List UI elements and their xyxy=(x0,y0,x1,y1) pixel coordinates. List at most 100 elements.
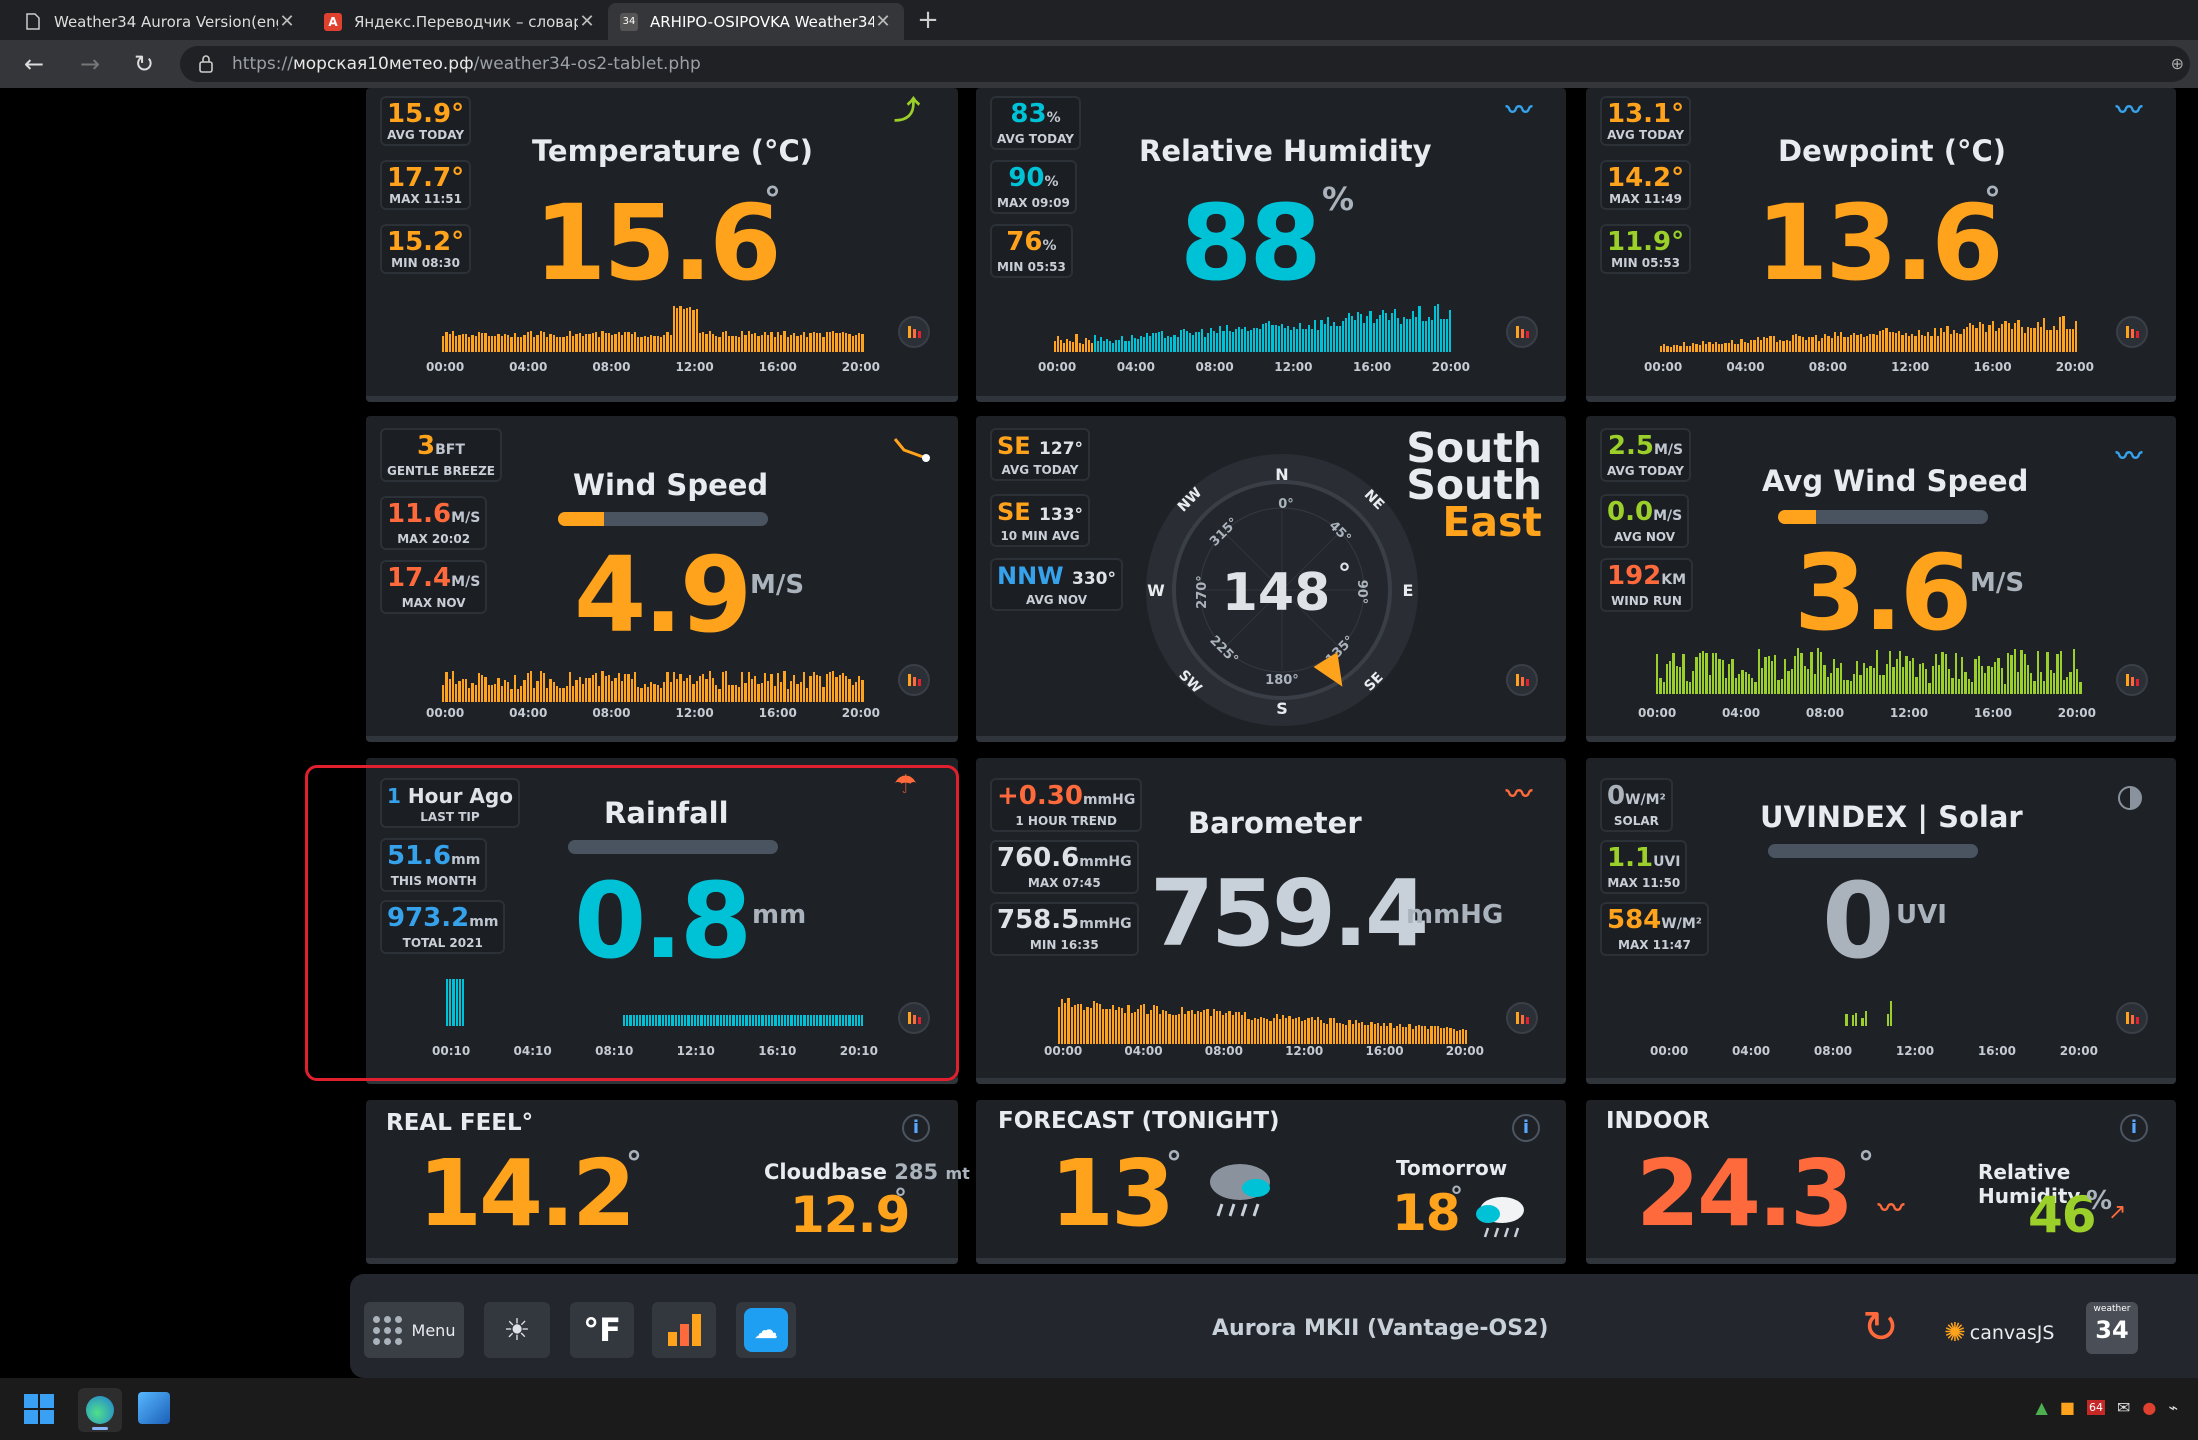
avgwind-title: Avg Wind Speed xyxy=(1762,464,2029,498)
chart-bar xyxy=(549,679,552,702)
rain-total-value: 973.2 xyxy=(387,903,470,933)
chart-bar xyxy=(1381,310,1384,352)
chart-bar xyxy=(536,334,539,352)
chart-bar xyxy=(1145,332,1148,352)
tab-yandex-translate[interactable]: A Яндекс.Переводчик – словарь и ✕ xyxy=(312,3,608,40)
chart-bar xyxy=(1360,314,1363,352)
chart-bar xyxy=(705,334,708,352)
chart-bar xyxy=(1439,319,1442,352)
chart-bar xyxy=(786,688,789,702)
chart-bar xyxy=(2062,316,2065,352)
canvasjs-logo[interactable]: ✺ canvasJS xyxy=(1944,1318,2054,1348)
chart-bar xyxy=(1663,343,1666,352)
chart-bar xyxy=(1775,341,1779,352)
chart-bar xyxy=(1146,1013,1149,1044)
chart-icon[interactable] xyxy=(1506,316,1538,348)
chart-bar xyxy=(497,677,500,702)
chart-icon[interactable] xyxy=(898,664,930,696)
chart-icon[interactable] xyxy=(2116,1002,2148,1034)
charts-button[interactable] xyxy=(652,1302,716,1358)
chart-bar xyxy=(539,671,542,702)
menu-button[interactable]: Menu xyxy=(364,1302,464,1358)
avgwind-unit: M/S xyxy=(1970,568,2025,598)
cpu-tray-icon[interactable]: 64 xyxy=(2086,1400,2105,1415)
forward-icon[interactable]: → xyxy=(79,50,101,78)
chart-bar xyxy=(2003,683,2007,694)
chart-bar xyxy=(1859,675,1862,694)
mail-tray-icon[interactable]: ✉ xyxy=(2116,1398,2131,1417)
chart-bar xyxy=(2046,330,2049,352)
tick: 04:00 xyxy=(1731,1044,1771,1058)
chart-bar xyxy=(1121,1008,1124,1044)
chart-bar xyxy=(1092,1001,1095,1044)
chart-bar xyxy=(722,1014,726,1026)
back-icon[interactable]: ← xyxy=(23,50,45,78)
chart-icon[interactable] xyxy=(1506,1002,1538,1034)
tab-arhipo-osipovka[interactable]: 34 ARHIPO-OSIPOVKA Weather34 C ✕ xyxy=(608,3,904,40)
chart-bar xyxy=(1266,1019,1269,1044)
close-tab-icon[interactable]: ✕ xyxy=(579,11,595,32)
chart-bar xyxy=(468,687,471,702)
photos-taskbar-icon[interactable] xyxy=(138,1392,170,1424)
address-bar[interactable]: https://морская10метео.рф/weather34-os2-… xyxy=(180,46,2190,82)
new-tab-button[interactable]: + xyxy=(917,5,939,35)
chart-bar xyxy=(1861,1018,1864,1026)
chart-bar xyxy=(442,336,445,352)
drive-tray-icon[interactable]: ▲ xyxy=(2035,1398,2048,1417)
close-tab-icon[interactable]: ✕ xyxy=(875,11,891,32)
chart-bar xyxy=(689,674,692,702)
chart-icon[interactable] xyxy=(1506,664,1538,696)
weather34-logo[interactable]: weather 34 xyxy=(2086,1302,2138,1354)
chart-bar xyxy=(1219,326,1222,352)
wind-direction-pointer xyxy=(1313,652,1343,687)
degree-180: 180° xyxy=(1265,673,1299,688)
forecast-button[interactable]: ☁ xyxy=(736,1302,796,1358)
chart-bar xyxy=(1433,305,1436,352)
chart-bar xyxy=(687,1014,690,1026)
reload-icon[interactable]: ↻ xyxy=(133,50,155,78)
info-icon[interactable]: i xyxy=(902,1114,930,1142)
close-tab-icon[interactable]: ✕ xyxy=(279,11,295,32)
chart-bar xyxy=(1462,1028,1465,1044)
info-icon[interactable]: i xyxy=(2120,1114,2148,1142)
chart-bar xyxy=(1925,669,1928,694)
chart-bar xyxy=(806,337,809,352)
chart-bar xyxy=(1907,336,1911,352)
security-tray-icon[interactable]: ● xyxy=(2142,1398,2157,1417)
tab-weather34-aurora[interactable]: Weather34 Aurora Version(english ✕ xyxy=(12,3,308,40)
chart-bar xyxy=(594,672,597,702)
chart-bar xyxy=(1455,1030,1458,1044)
chart-icon[interactable] xyxy=(898,1002,930,1034)
refresh-icon[interactable]: ↻ xyxy=(1862,1302,1899,1353)
app-tray-icon[interactable]: ■ xyxy=(2059,1398,2075,1417)
chart-bar xyxy=(1363,323,1366,352)
theme-button[interactable]: ☀ xyxy=(484,1302,550,1358)
barometer-card: +0.30mmHG 1 HOUR TREND 760.6mmHG MAX 07:45… xyxy=(976,758,1566,1084)
units-button[interactable]: °F xyxy=(570,1302,634,1358)
chart-bar xyxy=(1237,326,1240,352)
windows-start-icon[interactable] xyxy=(24,1394,54,1424)
chart-bar xyxy=(1891,331,1894,352)
chart-bar xyxy=(1307,1018,1310,1044)
chart-bar xyxy=(1701,340,1705,352)
chart-icon[interactable] xyxy=(2116,664,2148,696)
wind-bft-label: GENTLE BREEZE xyxy=(387,464,495,478)
zoom-icon[interactable]: ⊕ xyxy=(2170,54,2184,73)
chart-bar xyxy=(679,306,682,352)
chart-bar xyxy=(591,332,594,352)
temperature-value: 15.6 xyxy=(534,182,782,304)
chart-bar xyxy=(1956,333,1959,352)
chart-bar xyxy=(731,684,734,702)
chart-bar xyxy=(1676,345,1679,352)
chart-bar xyxy=(786,337,789,352)
chart-bar xyxy=(1231,331,1234,352)
wind-maxnov-unit: M/S xyxy=(451,574,481,590)
chart-icon[interactable] xyxy=(2116,316,2148,348)
info-icon[interactable]: i xyxy=(1512,1114,1540,1142)
chart-bar xyxy=(526,331,529,352)
edge-taskbar-icon[interactable] xyxy=(78,1388,122,1432)
network-tray-icon[interactable]: ⌁ xyxy=(2168,1398,2178,1417)
chart-icon[interactable] xyxy=(898,316,930,348)
chart-bar xyxy=(1665,664,1669,694)
chart-bar xyxy=(1345,1024,1348,1044)
